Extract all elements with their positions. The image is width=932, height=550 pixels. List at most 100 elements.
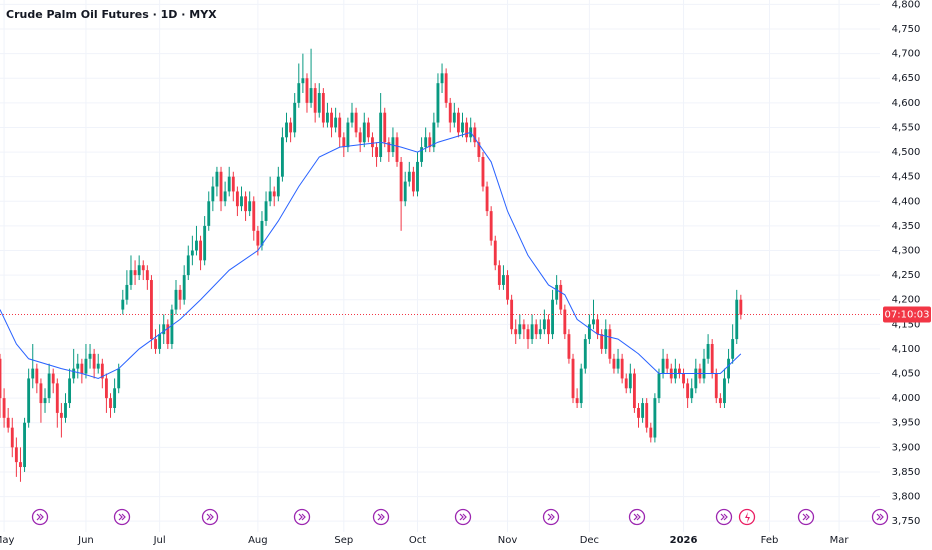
candle-body [628,373,632,389]
candle-body [76,363,80,369]
candle-body [150,280,153,340]
candle-body [481,156,485,187]
event-icon-glyph [876,513,884,521]
candle-body [117,368,121,389]
candle-body [649,427,653,438]
candle-body [199,240,202,261]
candle-body [285,122,288,138]
candle-body [133,270,137,276]
candle-body [723,378,726,404]
candle-body [125,284,129,300]
y-tick-label: 4,100 [892,344,921,355]
candle-body [113,388,117,408]
candle-body [129,270,133,285]
x-tick-label: Dec [580,535,599,546]
candle-body [506,275,509,300]
candle-body [219,171,223,202]
candle-body [80,363,84,374]
candle-body [280,137,284,177]
candle-body [727,358,730,379]
candle-body [293,102,297,133]
y-tick-label: 4,150 [892,319,921,330]
candle-body [338,117,342,138]
y-tick-label: 3,900 [892,442,921,453]
candle-body [579,368,583,404]
candle-body [616,358,620,369]
y-tick-label: 4,000 [892,393,921,404]
candle-body [166,324,170,345]
event-icon-glyph [377,513,385,521]
candle-body [92,353,96,369]
candle-body [186,255,190,276]
candle-body [731,339,735,359]
candle-body [735,299,739,340]
candle-body [473,127,477,143]
candle-body [604,329,608,349]
candle-body [227,176,231,192]
candle-body [317,93,321,113]
y-tick-label: 4,550 [892,122,921,133]
candle-body [510,299,514,330]
candle-body [256,230,260,246]
candle-body [260,220,264,246]
x-tick-label: Jul [153,535,166,546]
candle-body [137,265,141,276]
candle-body [571,358,575,399]
candle-body [104,378,108,399]
candle-body [522,324,526,330]
y-tick-label: 4,400 [892,196,921,207]
candle-body [55,383,59,413]
candle-body [465,122,469,138]
candle-body [264,201,268,221]
candle-body [371,137,374,148]
x-tick-label: Aug [248,535,268,546]
candle-body [686,383,690,399]
candle-body [305,78,309,103]
candle-body [235,191,239,207]
candle-body [375,147,378,157]
y-tick-label: 4,450 [892,172,921,183]
candle-body [248,201,252,212]
candle-body [694,368,698,389]
event-icon-glyph [206,513,214,521]
candle-body [587,324,591,340]
x-tick-label: May [0,535,15,546]
y-tick-label: 4,300 [892,245,921,256]
candle-body [96,363,100,369]
candle-body [109,398,112,408]
candle-body [366,122,370,138]
candle-body [526,329,530,340]
candle-body [31,368,35,379]
candle-body [10,427,14,448]
y-tick-label: 3,800 [892,492,921,503]
candle-body [162,324,166,335]
candle-body [420,147,424,162]
x-tick-label: 2026 [670,535,698,546]
candle-body [14,447,18,463]
candle-body [27,378,31,423]
candle-body [551,299,554,335]
y-tick-label: 4,800 [892,0,921,10]
candle-body [121,299,125,310]
candle-body [514,329,518,335]
candle-body [432,122,436,148]
candle-body [362,122,366,143]
candle-body [399,161,403,202]
candle-body [276,176,280,197]
y-tick-label: 3,750 [892,516,921,527]
x-tick-label: Feb [761,535,779,546]
x-tick-label: Nov [498,535,518,546]
candle-body [350,112,354,123]
candle-body [387,142,391,153]
candle-body [178,289,182,300]
candle-body [358,132,362,143]
candle-body [35,368,39,384]
candle-body [682,373,685,384]
candle-body [6,417,10,428]
candle-body [489,211,493,241]
y-tick-label: 4,500 [892,147,921,158]
candle-body [19,462,22,468]
event-icon-glyph [547,513,555,521]
candle-body [297,83,301,103]
